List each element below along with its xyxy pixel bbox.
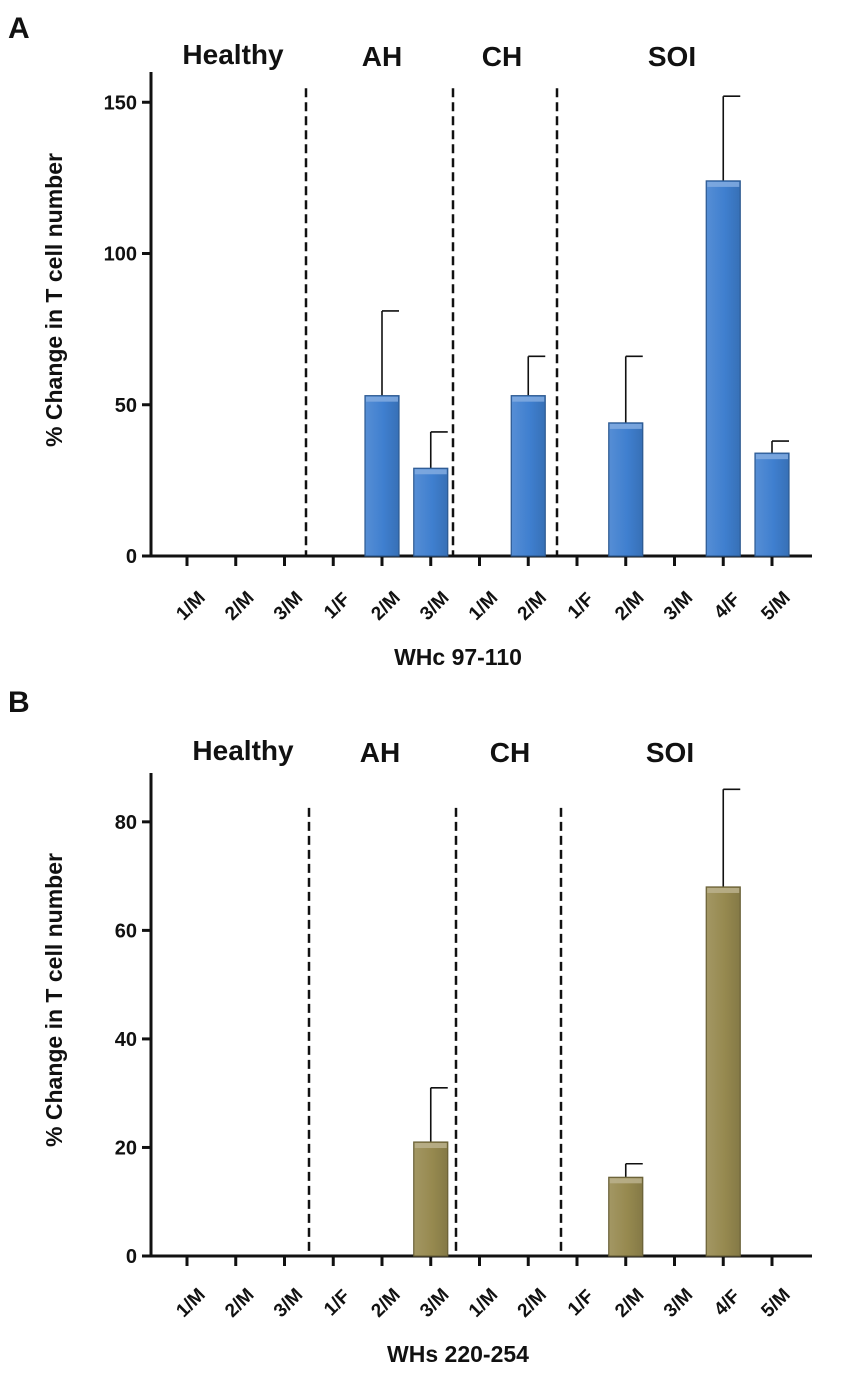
bar-highlight <box>756 454 788 460</box>
category-label: 3/M <box>660 587 697 624</box>
category-label: 2/M <box>221 1284 258 1321</box>
category-label: 3/M <box>270 1284 307 1321</box>
category-label: 1/F <box>564 1286 598 1320</box>
y-axis-title: % Change in T cell number <box>41 153 67 447</box>
group-label-soi: SOI <box>646 737 694 768</box>
panel-letter: B <box>8 686 30 719</box>
category-label: 4/F <box>710 589 744 623</box>
bar-highlight <box>366 396 398 402</box>
bar <box>705 180 741 557</box>
y-tick-label: 20 <box>115 1137 137 1159</box>
group-label-ch: CH <box>482 41 522 72</box>
bar <box>608 422 644 557</box>
bar <box>413 1141 449 1257</box>
bar <box>754 452 790 557</box>
bar-highlight <box>609 423 642 429</box>
y-tick-label: 50 <box>115 395 137 417</box>
panel-letter: A <box>8 12 30 45</box>
group-label-healthy: Healthy <box>192 735 294 766</box>
y-tick-label: 150 <box>104 92 137 114</box>
y-axis-title: % Change in T cell number <box>41 853 67 1147</box>
category-label: 1/F <box>320 1286 354 1320</box>
bar-highlight <box>512 396 545 402</box>
category-label: 3/M <box>660 1284 697 1321</box>
group-label-ah: AH <box>360 737 400 768</box>
bar-highlight <box>414 1143 447 1149</box>
bar <box>364 395 400 557</box>
bar <box>413 467 449 557</box>
x-axis-title: WHc 97-110 <box>394 644 522 670</box>
y-tick-label: 60 <box>115 920 137 942</box>
panel-a: A Healthy AH CH SOI % Change in T cell n… <box>8 12 812 670</box>
category-label: 2/M <box>367 587 404 624</box>
group-label-ch: CH <box>490 737 530 768</box>
group-label-healthy: Healthy <box>182 39 284 70</box>
bar-highlight <box>609 1178 642 1184</box>
category-label: 2/M <box>221 587 258 624</box>
category-label: 2/M <box>514 587 551 624</box>
group-label-soi: SOI <box>648 41 696 72</box>
y-tick-label: 0 <box>126 1246 137 1268</box>
category-label: 3/M <box>270 587 307 624</box>
y-tick-label: 0 <box>126 546 137 568</box>
category-label: 2/M <box>611 587 648 624</box>
category-label: 1/F <box>320 589 354 623</box>
category-label: 1/F <box>564 589 598 623</box>
category-label: 5/M <box>757 587 794 624</box>
bar-highlight <box>414 469 447 475</box>
y-tick-label: 40 <box>115 1029 137 1051</box>
bar-highlight <box>707 887 740 893</box>
category-label: 1/M <box>172 1284 209 1321</box>
bar <box>608 1176 644 1257</box>
category-label: 3/M <box>416 1284 453 1321</box>
category-label: 1/M <box>465 587 502 624</box>
category-label: 1/M <box>465 1284 502 1321</box>
y-tick-label: 100 <box>104 244 137 266</box>
bar <box>705 886 741 1257</box>
category-label: 2/M <box>367 1284 404 1321</box>
bar <box>510 395 546 557</box>
category-label: 3/M <box>416 587 453 624</box>
group-label-ah: AH <box>362 41 402 72</box>
x-axis-title: WHs 220-254 <box>387 1341 529 1367</box>
category-label: 2/M <box>514 1284 551 1321</box>
category-label: 4/F <box>710 1286 744 1320</box>
category-label: 5/M <box>757 1284 794 1321</box>
panel-b: B Healthy AH CH SOI % Change in T cell n… <box>8 686 812 1367</box>
y-tick-label: 80 <box>115 812 137 834</box>
bar-highlight <box>707 181 740 187</box>
category-label: 2/M <box>611 1284 648 1321</box>
category-label: 1/M <box>172 587 209 624</box>
